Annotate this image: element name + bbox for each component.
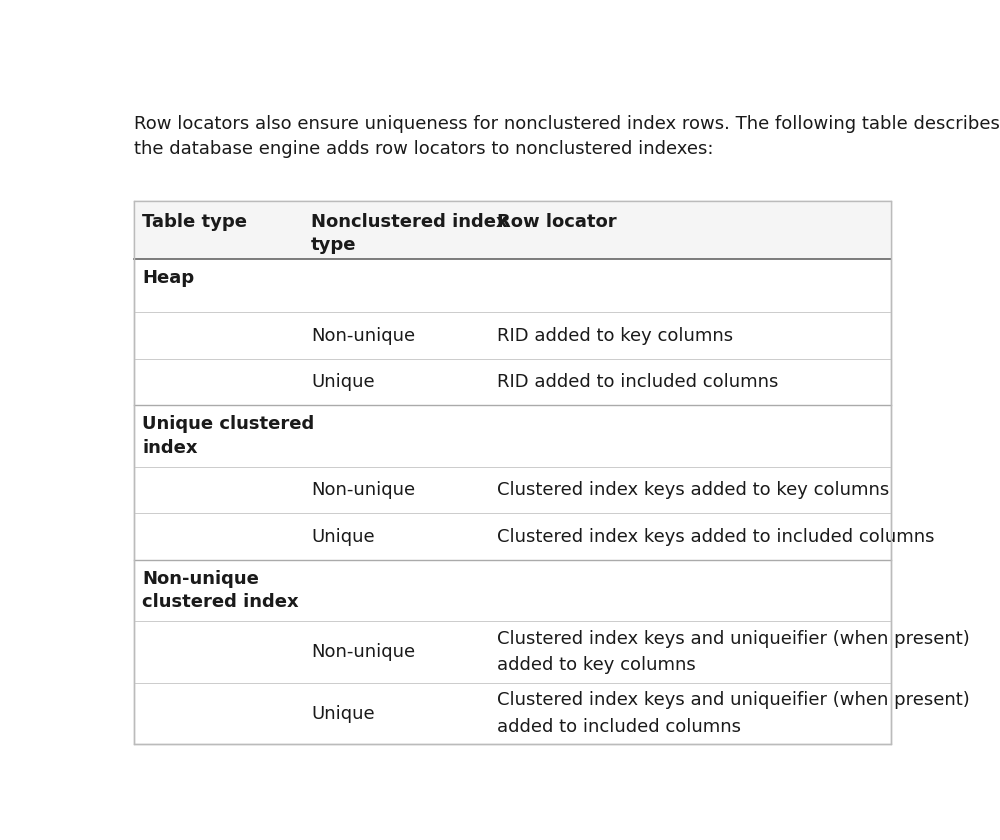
Text: Table type: Table type (142, 213, 247, 231)
Text: Unique: Unique (311, 373, 375, 391)
Text: Non-unique
clustered index: Non-unique clustered index (142, 570, 299, 612)
Text: Nonclustered index
type: Nonclustered index type (311, 213, 508, 255)
Text: Clustered index keys and uniqueifier (when present)
added to key columns: Clustered index keys and uniqueifier (wh… (497, 630, 970, 675)
Text: Row locators also ensure uniqueness for nonclustered index rows. The following t: Row locators also ensure uniqueness for … (134, 115, 1000, 133)
Text: Row locator: Row locator (497, 213, 617, 231)
Text: Unique: Unique (311, 705, 375, 722)
Text: Non-unique: Non-unique (311, 481, 415, 499)
Bar (134, 201, 891, 744)
Text: the database engine adds row locators to nonclustered indexes:: the database engine adds row locators to… (134, 139, 714, 158)
Text: Clustered index keys added to included columns: Clustered index keys added to included c… (497, 528, 934, 546)
Text: Clustered index keys added to key columns: Clustered index keys added to key column… (497, 481, 889, 499)
Text: Non-unique: Non-unique (311, 643, 415, 661)
Text: RID added to included columns: RID added to included columns (497, 373, 778, 391)
Text: Non-unique: Non-unique (311, 327, 415, 344)
Text: Unique clustered
index: Unique clustered index (142, 415, 314, 457)
Text: Clustered index keys and uniqueifier (when present)
added to included columns: Clustered index keys and uniqueifier (wh… (497, 691, 970, 736)
Bar (134, 201, 891, 260)
Text: Unique: Unique (311, 528, 375, 546)
Text: RID added to key columns: RID added to key columns (497, 327, 733, 344)
Text: Heap: Heap (142, 269, 194, 287)
